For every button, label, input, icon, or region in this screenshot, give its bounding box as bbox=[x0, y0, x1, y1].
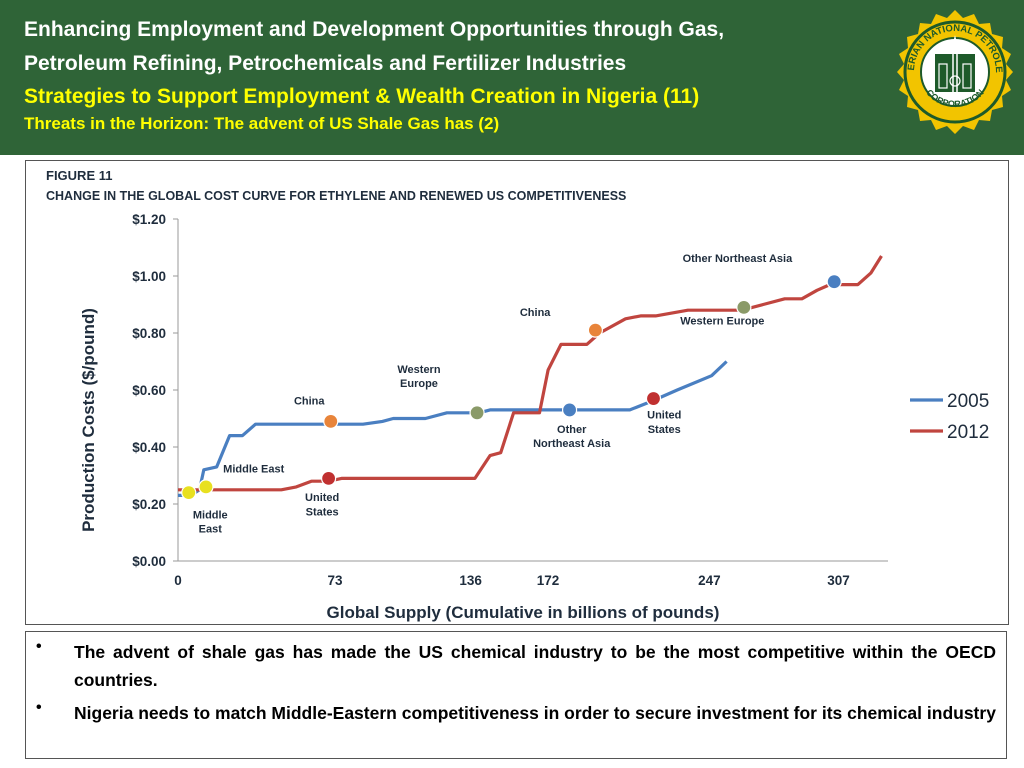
point-marker bbox=[323, 413, 339, 429]
y-tick-label: $0.80 bbox=[132, 326, 166, 341]
slide-header: Enhancing Employment and Development Opp… bbox=[0, 0, 1024, 155]
ethylene-cost-curve-chart: FIGURE 11 CHANGE IN THE GLOBAL COST CURV… bbox=[46, 168, 989, 622]
x-tick-label: 73 bbox=[328, 573, 344, 588]
y-tick-label: $0.40 bbox=[132, 440, 166, 455]
series-lines bbox=[178, 255, 883, 497]
x-tick-label: 247 bbox=[698, 573, 721, 588]
legend-label: 2005 bbox=[947, 391, 989, 412]
annotation-label: Europe bbox=[400, 378, 438, 390]
point-marker bbox=[469, 405, 485, 421]
bullet-list: • The advent of shale gas has made the U… bbox=[25, 631, 1007, 759]
annotation-label: East bbox=[199, 524, 223, 536]
nnpc-logo-seal-icon: NIGERIAN NATIONAL PETROLEUM CORPORATION bbox=[890, 6, 1013, 134]
bullet-symbol: • bbox=[36, 638, 42, 655]
point-markers bbox=[181, 274, 842, 501]
slide-subtitle: Strategies to Support Employment & Wealt… bbox=[24, 85, 700, 108]
annotation-label: Western Europe bbox=[680, 315, 764, 327]
point-marker bbox=[826, 274, 842, 290]
annotation-label: China bbox=[520, 307, 551, 319]
annotation-label: States bbox=[306, 506, 339, 518]
point-marker bbox=[587, 322, 603, 338]
axes: $0.00 $0.20 $0.40 $0.60 $0.80 $1.00 $1.20 0 73 13… bbox=[132, 212, 888, 588]
y-tick-label: $0.60 bbox=[132, 383, 166, 398]
annotation-label: Northeast Asia bbox=[533, 438, 611, 450]
nnpc-logo: NIGERIAN NATIONAL PETROLEUM CORPORATION bbox=[890, 6, 1013, 134]
legend: 2005 2012 bbox=[910, 391, 989, 443]
bullet-symbol: • bbox=[36, 699, 42, 716]
y-tick-label: $0.20 bbox=[132, 497, 166, 512]
slide-title-line-1: Enhancing Employment and Development Opp… bbox=[24, 18, 725, 41]
point-marker bbox=[561, 402, 578, 418]
x-tick-label: 0 bbox=[174, 573, 182, 588]
chart-frame: FIGURE 11 CHANGE IN THE GLOBAL COST CURV… bbox=[25, 160, 1009, 625]
bullet-text: The advent of shale gas has made the US … bbox=[74, 642, 996, 690]
y-tick-label: $1.00 bbox=[132, 269, 166, 284]
x-tick-label: 172 bbox=[537, 573, 560, 588]
x-tick-label: 307 bbox=[827, 573, 850, 588]
annotation-label: Western bbox=[397, 364, 440, 376]
point-marker bbox=[736, 299, 752, 315]
y-tick-label: $1.20 bbox=[132, 212, 166, 227]
point-marker bbox=[645, 390, 662, 407]
slide-section-title: Threats in the Horizon: The advent of US… bbox=[24, 114, 500, 133]
y-axis-label: Production Costs ($/pound) bbox=[79, 308, 98, 532]
slide-title-line-2: Petroleum Refining, Petrochemicals and F… bbox=[24, 52, 627, 75]
figure-label: FIGURE 11 bbox=[46, 168, 112, 183]
series-line-2012 bbox=[178, 255, 883, 492]
legend-label: 2012 bbox=[947, 422, 989, 443]
annotation-label: States bbox=[648, 424, 681, 436]
chart-title: CHANGE IN THE GLOBAL COST CURVE FOR ETHY… bbox=[46, 189, 626, 203]
annotation-label: Other Northeast Asia bbox=[683, 253, 794, 265]
point-marker bbox=[321, 470, 337, 486]
annotation-label: Middle bbox=[193, 509, 228, 521]
annotation-label: Other bbox=[557, 424, 587, 436]
bullet-text: Nigeria needs to match Middle-Eastern co… bbox=[74, 703, 996, 723]
annotation-label: United bbox=[305, 492, 339, 504]
annotation-label: United bbox=[647, 410, 681, 422]
x-tick-label: 136 bbox=[459, 573, 482, 588]
y-tick-label: $0.00 bbox=[132, 554, 166, 569]
point-marker bbox=[198, 479, 214, 495]
point-marker bbox=[181, 485, 197, 501]
x-axis-label: Global Supply (Cumulative in billions of… bbox=[327, 603, 720, 622]
annotations: Middle East Middle East China United States We… bbox=[193, 253, 793, 536]
series-line-2005 bbox=[178, 360, 728, 497]
annotation-label: Middle East bbox=[223, 464, 284, 476]
annotation-label: China bbox=[294, 395, 325, 407]
